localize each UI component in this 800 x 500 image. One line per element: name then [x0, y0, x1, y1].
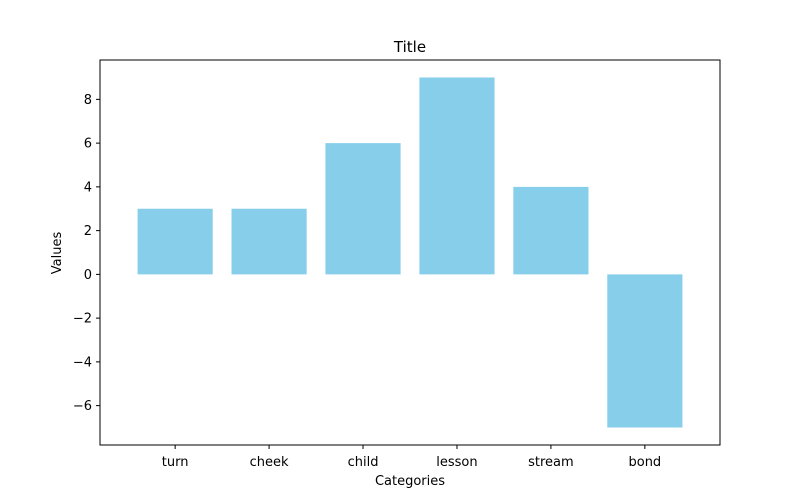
- bars-layer: [137, 77, 683, 428]
- x-tick-label-lesson: lesson: [436, 455, 477, 470]
- x-tick-label-cheek: cheek: [250, 455, 289, 470]
- bar-stream: [513, 186, 589, 275]
- y-tick-label: −2: [73, 312, 92, 327]
- y-tick-label: 2: [84, 224, 92, 239]
- y-axis-label: Values: [50, 232, 65, 275]
- bar-bond: [607, 274, 683, 428]
- plot-area-frame: [99, 59, 721, 446]
- x-axis-label: Categories: [375, 474, 445, 489]
- y-tick-label: 0: [84, 268, 92, 283]
- y-tick-label: 8: [84, 93, 92, 108]
- x-tick-label-stream: stream: [528, 455, 574, 470]
- x-axis-ticks: turn cheek child lesson stream bond: [162, 445, 661, 470]
- bar-lesson: [419, 77, 495, 275]
- x-tick-label-bond: bond: [628, 455, 661, 470]
- y-tick-label: 6: [84, 137, 92, 152]
- x-tick-label-turn: turn: [162, 455, 189, 470]
- x-tick-label-child: child: [348, 455, 379, 470]
- y-axis-ticks: −6 −4 −2 0 2 4 6 8: [73, 93, 100, 414]
- bar-child: [325, 143, 401, 275]
- chart-title: Title: [393, 38, 426, 56]
- bar-cheek: [231, 208, 307, 275]
- y-tick-label: −4: [73, 355, 92, 370]
- bar-turn: [137, 208, 213, 275]
- y-tick-label: −6: [73, 399, 92, 414]
- y-tick-label: 4: [84, 180, 92, 195]
